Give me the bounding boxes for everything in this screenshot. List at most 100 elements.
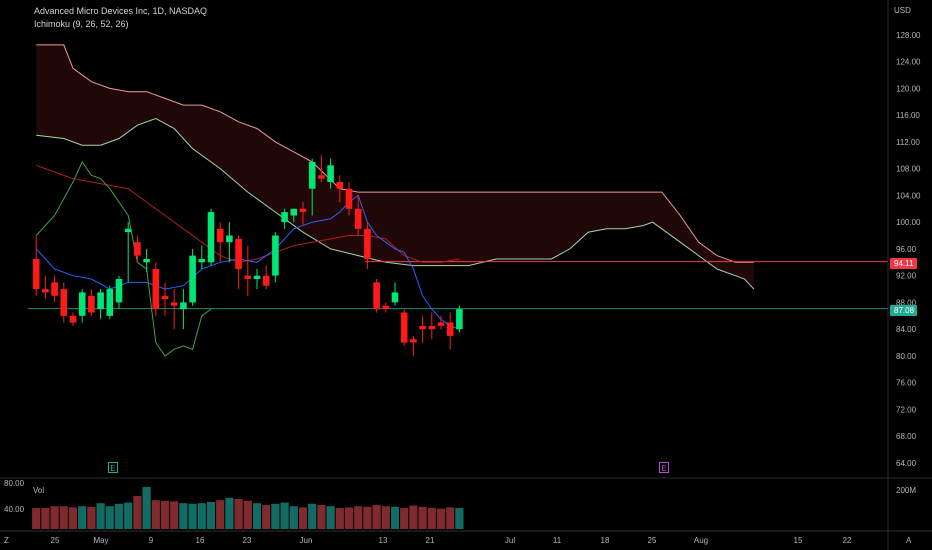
volume-bar (160, 500, 170, 529)
vol-label: Vol (33, 486, 44, 495)
volume-bar (455, 508, 464, 529)
y-tick-label: 108.00 (896, 165, 921, 174)
volume-bar (114, 503, 124, 529)
candle-body (124, 228, 132, 233)
volume-bar (262, 505, 271, 529)
volume-bar (446, 507, 455, 529)
candle-body (318, 175, 325, 179)
volume-axis: 80.00 40.00 200M Vol (4, 479, 916, 514)
ichimoku-cloud (36, 44, 755, 290)
candle-body (345, 188, 353, 209)
candle-body (152, 269, 160, 310)
y-tick-label: 88.00 (896, 298, 917, 307)
x-tick-label: 18 (601, 536, 610, 545)
candle-body (170, 302, 178, 306)
y-tick-label: 76.00 (896, 379, 917, 388)
volume-bar (124, 502, 133, 529)
volume-bar (133, 496, 142, 529)
candle-body (391, 292, 399, 303)
candle-body (115, 279, 123, 303)
candle-body (354, 208, 362, 229)
volume-bar (170, 501, 179, 529)
volume-bar (179, 503, 188, 529)
volume-bar (363, 506, 372, 529)
y-tick-label: 96.00 (896, 245, 917, 254)
indicator-label[interactable]: Ichimoku (9, 26, 52, 26) (34, 19, 129, 29)
currency-label: USD (894, 6, 911, 15)
candle-body (189, 255, 196, 303)
y-tick-label: 64.00 (896, 459, 917, 468)
price-axis[interactable]: 128.00 124.00 120.00 116.00 112.00 108.00 104.… (896, 31, 921, 468)
volume-bar (142, 487, 151, 529)
volume-bar (298, 507, 308, 529)
candle-body (134, 242, 141, 256)
candle-body (97, 292, 104, 310)
candle-body (437, 322, 445, 326)
candle-body (419, 325, 426, 330)
volume-bar (225, 497, 234, 529)
senkou-span-a-line (36, 117, 755, 290)
volume-bar (234, 499, 243, 529)
candle-body (272, 235, 279, 276)
candle-body (198, 259, 206, 263)
volume-bar (188, 503, 197, 529)
volume-bar (206, 502, 216, 529)
volume-bar (197, 503, 206, 529)
vol-axis-label-40: 40.00 (4, 505, 25, 514)
candle-body (207, 212, 215, 263)
x-tick-label: Aug (694, 536, 708, 545)
lower-price-badge: 87.08 (894, 306, 915, 315)
volume-bar (427, 508, 436, 529)
x-tick-label: Jul (505, 536, 515, 545)
volume-bar (32, 508, 41, 529)
volume-bar (280, 502, 289, 529)
volume-bar (151, 500, 160, 529)
y-tick-label: 92.00 (896, 272, 917, 281)
y-tick-label: 124.00 (896, 58, 921, 67)
volume-bar (216, 500, 225, 529)
y-tick-label: 112.00 (896, 138, 920, 147)
volume-bar (289, 506, 298, 529)
chart-title: Advanced Micro Devices Inc, 1D, NASDAQ (34, 6, 208, 16)
time-axis[interactable]: 25 May 9 16 23 Jun 13 21 Jul 11 18 25 Aug 15 22 (51, 536, 852, 545)
volume-bar (390, 506, 400, 529)
x-tick-label: 16 (196, 536, 205, 545)
y-tick-label: 100.00 (896, 218, 921, 227)
cloud-fill (36, 44, 754, 290)
vol-axis-label-80: 80.00 (4, 479, 25, 488)
y-tick-label: 120.00 (896, 84, 921, 93)
y-tick-label: 80.00 (896, 352, 917, 361)
volume-pane (32, 487, 464, 529)
upper-price-badge: 94.11 (894, 259, 914, 268)
x-tick-label: 21 (426, 536, 435, 545)
earnings-marker-icon[interactable]: E (659, 462, 669, 473)
candle-body (336, 182, 344, 189)
candle-body (262, 275, 270, 286)
candle-body (143, 259, 150, 263)
candle-body (410, 339, 417, 343)
volume-bar (409, 505, 418, 529)
candle-body (180, 302, 187, 310)
volume-bar (400, 508, 409, 529)
volume-bar (317, 505, 326, 529)
candle-body (400, 312, 408, 343)
upper-price-badge-bg (890, 258, 917, 269)
x-tick-label: May (93, 536, 108, 545)
volume-bar (78, 506, 87, 529)
y-tick-label: 84.00 (896, 325, 917, 334)
candle-body (69, 315, 77, 323)
volume-bar (354, 506, 363, 529)
x-tick-label: 23 (243, 536, 252, 545)
volume-bar (243, 500, 252, 529)
candle-body (327, 165, 334, 182)
candle-body (161, 295, 169, 300)
earnings-marker-icon[interactable]: E (108, 462, 118, 473)
candle-body (88, 295, 95, 313)
volume-bar (252, 503, 262, 529)
candle-body (290, 208, 298, 216)
x-tick-label: 22 (843, 536, 852, 545)
vol-right-label: 200M (896, 486, 916, 495)
candle-body (235, 238, 242, 269)
